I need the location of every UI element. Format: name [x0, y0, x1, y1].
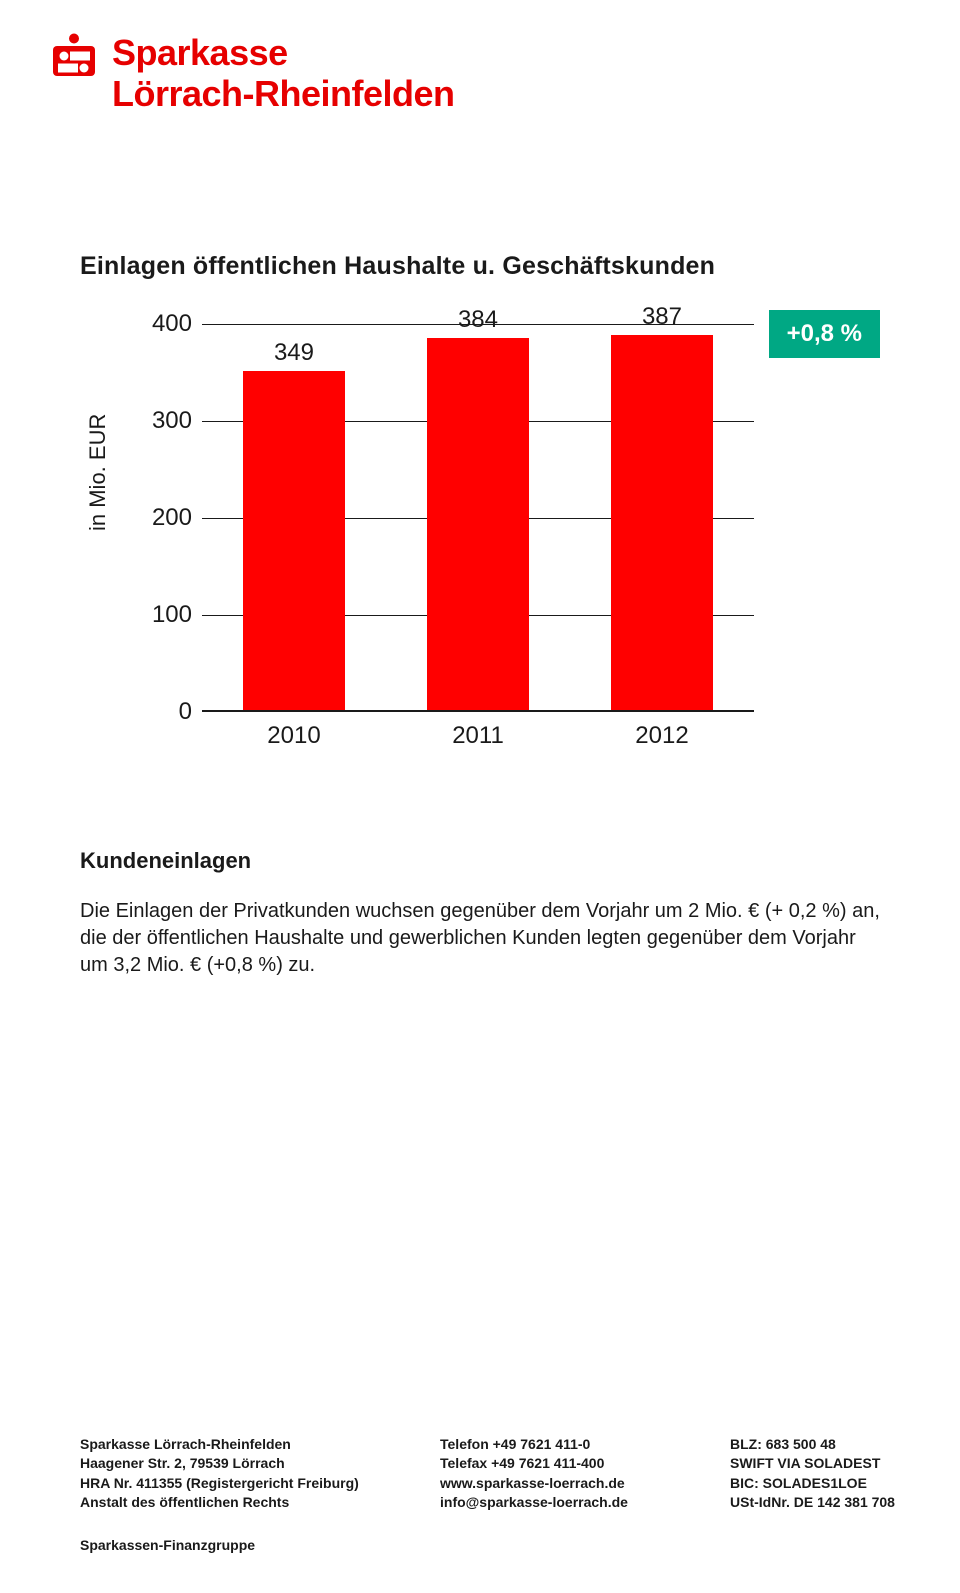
footer-line: BIC: SOLADES1LOE [730, 1474, 895, 1494]
footer-line: SWIFT VIA SOLADEST [730, 1454, 895, 1474]
footer-col-bank: BLZ: 683 500 48 SWIFT VIA SOLADEST BIC: … [730, 1435, 895, 1513]
footer-line: BLZ: 683 500 48 [730, 1435, 895, 1455]
y-tick-label: 300 [152, 407, 192, 435]
y-tick-label: 200 [152, 504, 192, 532]
x-tick-label: 2010 [267, 722, 320, 750]
footer-line: USt-IdNr. DE 142 381 708 [730, 1493, 895, 1513]
brand-header: Sparkasse Lörrach-Rheinfelden [50, 32, 455, 115]
brand-title-line2: Lörrach-Rheinfelden [112, 73, 455, 114]
footer-subline: Sparkassen-Finanzgruppe [80, 1537, 900, 1553]
x-tick-label: 2012 [635, 722, 688, 750]
y-tick-label: 100 [152, 601, 192, 629]
footer: Sparkasse Lörrach-Rheinfelden Haagener S… [80, 1435, 900, 1553]
sparkasse-logo-icon [50, 32, 98, 80]
footer-line: info@sparkasse-loerrach.de [440, 1493, 670, 1513]
y-tick-label: 400 [152, 310, 192, 338]
brand-title-line1: Sparkasse [112, 32, 455, 73]
y-tick-label: 0 [179, 698, 192, 726]
brand-title: Sparkasse Lörrach-Rheinfelden [112, 32, 455, 115]
bar: 384 [427, 338, 528, 710]
footer-line: Sparkasse Lörrach-Rheinfelden [80, 1435, 380, 1455]
bar-value-label: 384 [458, 306, 498, 334]
footer-line: Telefax +49 7621 411-400 [440, 1454, 670, 1474]
x-tick-label: 2011 [452, 722, 504, 750]
body-heading: Kundeneinlagen [80, 848, 880, 874]
footer-line: Telefon +49 7621 411-0 [440, 1435, 670, 1455]
body-text: Kundeneinlagen Die Einlagen der Privatku… [80, 848, 880, 979]
footer-line: www.sparkasse-loerrach.de [440, 1474, 670, 1494]
bar: 387 [611, 335, 712, 710]
bar-value-label: 387 [642, 303, 682, 331]
bar-value-label: 349 [274, 339, 314, 367]
footer-columns: Sparkasse Lörrach-Rheinfelden Haagener S… [80, 1435, 900, 1513]
footer-line: HRA Nr. 411355 (Registergericht Freiburg… [80, 1474, 380, 1494]
footer-col-contact: Telefon +49 7621 411-0 Telefax +49 7621 … [440, 1435, 670, 1513]
chart-title: Einlagen öffentlichen Haushalte u. Gesch… [80, 252, 715, 281]
delta-badge: +0,8 % [769, 310, 880, 358]
bar-chart: +0,8 % in Mio. EUR 010020030040034920103… [80, 310, 880, 770]
footer-line: Anstalt des öffentlichen Rechts [80, 1493, 380, 1513]
y-axis-label: in Mio. EUR [85, 414, 111, 531]
bar: 349 [243, 371, 344, 710]
body-paragraph: Die Einlagen der Privatkunden wuchsen ge… [80, 898, 880, 979]
footer-line: Haagener Str. 2, 79539 Lörrach [80, 1454, 380, 1474]
plot-area: 0100200300400349201038420113872012 [202, 324, 754, 712]
footer-col-address: Sparkasse Lörrach-Rheinfelden Haagener S… [80, 1435, 380, 1513]
